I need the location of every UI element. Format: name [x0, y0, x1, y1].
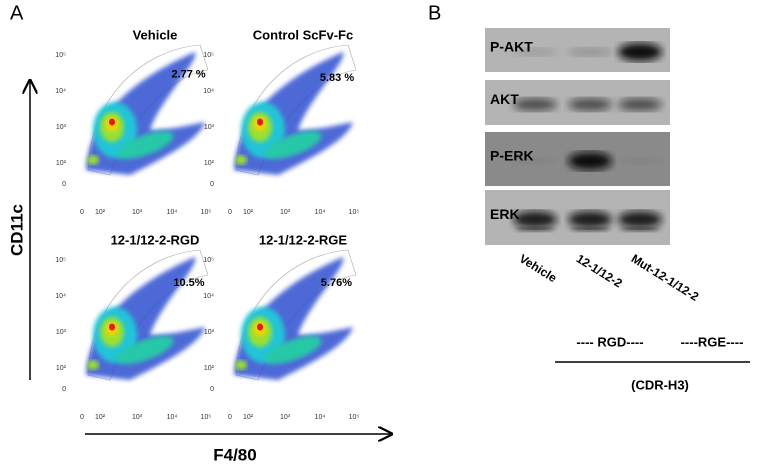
flow-plot: 12-1/12-2-RGE 5.76% 0 10² 10³ 10⁴ 10⁵ 10⁵ 10⁴ 10³… [203, 232, 359, 420]
cloud [257, 118, 263, 126]
x-tick-label: 10² [243, 414, 254, 421]
y-tick-label: 0 [210, 386, 214, 393]
band [568, 211, 612, 228]
cloud [264, 336, 322, 364]
cloud [264, 131, 322, 159]
band [570, 227, 610, 232]
y-tick-label: 0 [210, 181, 214, 188]
y-tick-label: 10² [56, 365, 67, 372]
band [513, 48, 557, 56]
x-tick-label: 10³ [132, 414, 143, 421]
blot-label: ERK [490, 206, 520, 222]
flow-plot: Control ScFv-Fc 5.83 % 0 10² 10³ 10⁴ 10⁵ 10⁵ 10⁴… [203, 27, 359, 215]
x-tick-label: 10⁵ [349, 209, 360, 216]
blot-label: AKT [490, 91, 519, 107]
blot-label: P-ERK [490, 148, 534, 164]
band [513, 157, 557, 165]
lane-label: Mut-12-1/12-2 [629, 251, 702, 304]
plot-title: Vehicle [133, 27, 178, 42]
lane-label: Vehicle [517, 251, 560, 285]
y-tick-label: 10⁵ [55, 52, 66, 59]
lane-label: 12-1/12-2 [574, 251, 625, 290]
percent: 2.77 % [171, 68, 205, 80]
plot-title: 12-1/12-2-RGE [259, 232, 347, 247]
x-tick-label: 10⁴ [315, 209, 326, 216]
band [618, 97, 662, 112]
y-tick-label: 0 [62, 181, 66, 188]
band [618, 211, 662, 228]
y-axis-label: CD11c [7, 204, 26, 256]
y-tick-label: 10⁵ [55, 257, 66, 264]
x-tick-label: 0 [80, 209, 84, 216]
flow-plot: Vehicle 2.77 % 0 10² 10³ 10⁴ 10⁵ 10⁵ 10⁴ 10³ 10² 0 [55, 27, 211, 215]
y-tick-label: 0 [62, 386, 66, 393]
bracket-label: (CDR-H3) [631, 377, 689, 392]
x-tick-label: 10⁵ [349, 414, 360, 421]
y-tick-label: 10² [204, 160, 215, 167]
cloud [235, 155, 247, 165]
plot-title: 12-1/12-2-RGD [111, 232, 200, 247]
band [568, 97, 612, 112]
motif: ---- RGD---- [576, 334, 643, 349]
panel-label: A [10, 2, 24, 24]
x-tick-label: 10⁴ [167, 209, 178, 216]
y-tick-label: 10⁵ [203, 52, 214, 59]
x-tick-label: 10³ [132, 209, 143, 216]
y-tick-label: 10² [56, 160, 67, 167]
band [568, 152, 612, 170]
cloud [87, 360, 99, 370]
blot-label: P-AKT [490, 39, 533, 55]
plot-title: Control ScFv-Fc [253, 27, 353, 42]
x-tick-label: 10³ [280, 414, 291, 421]
y-tick-label: 10⁵ [203, 257, 214, 264]
cloud [109, 323, 115, 331]
x-tick-label: 0 [228, 414, 232, 421]
x-tick-label: 10² [95, 414, 106, 421]
y-tick-label: 10³ [204, 124, 215, 131]
cloud [109, 118, 115, 126]
y-tick-label: 10³ [56, 329, 67, 336]
cloud [257, 323, 263, 331]
cloud [116, 336, 174, 364]
x-tick-label: 10⁵ [201, 414, 212, 421]
band [513, 211, 557, 228]
cloud [116, 131, 174, 159]
band [620, 227, 660, 232]
cloud [235, 360, 247, 370]
x-tick-label: 10⁴ [167, 414, 178, 421]
y-tick-label: 10⁴ [203, 88, 214, 95]
x-tick-label: 0 [80, 414, 84, 421]
x-tick-label: 10⁵ [201, 209, 212, 216]
y-tick-label: 10² [204, 365, 215, 372]
y-tick-label: 10³ [204, 329, 215, 336]
x-tick-label: 10² [95, 209, 106, 216]
band [513, 97, 557, 112]
percent: 10.5% [173, 277, 204, 289]
flow-plot: 12-1/12-2-RGD 10.5% 0 10² 10³ 10⁴ 10⁵ 10⁵ 10⁴ 10³… [55, 232, 211, 420]
x-tick-label: 0 [228, 209, 232, 216]
x-tick-label: 10⁴ [315, 414, 326, 421]
y-tick-label: 10⁴ [55, 88, 66, 95]
band [618, 43, 662, 61]
band [515, 227, 555, 232]
band [568, 47, 612, 57]
y-tick-label: 10⁴ [203, 293, 214, 300]
motif: ----RGE---- [681, 334, 744, 349]
y-tick-label: 10³ [56, 124, 67, 131]
band [618, 157, 662, 165]
x-tick-label: 10² [243, 209, 254, 216]
percent: 5.76% [321, 277, 352, 289]
x-axis-label: F4/80 [213, 445, 256, 464]
percent: 5.83 % [320, 72, 354, 84]
y-tick-label: 10⁴ [55, 293, 66, 300]
x-tick-label: 10³ [280, 209, 291, 216]
cloud [87, 155, 99, 165]
panel-label: B [428, 2, 441, 24]
